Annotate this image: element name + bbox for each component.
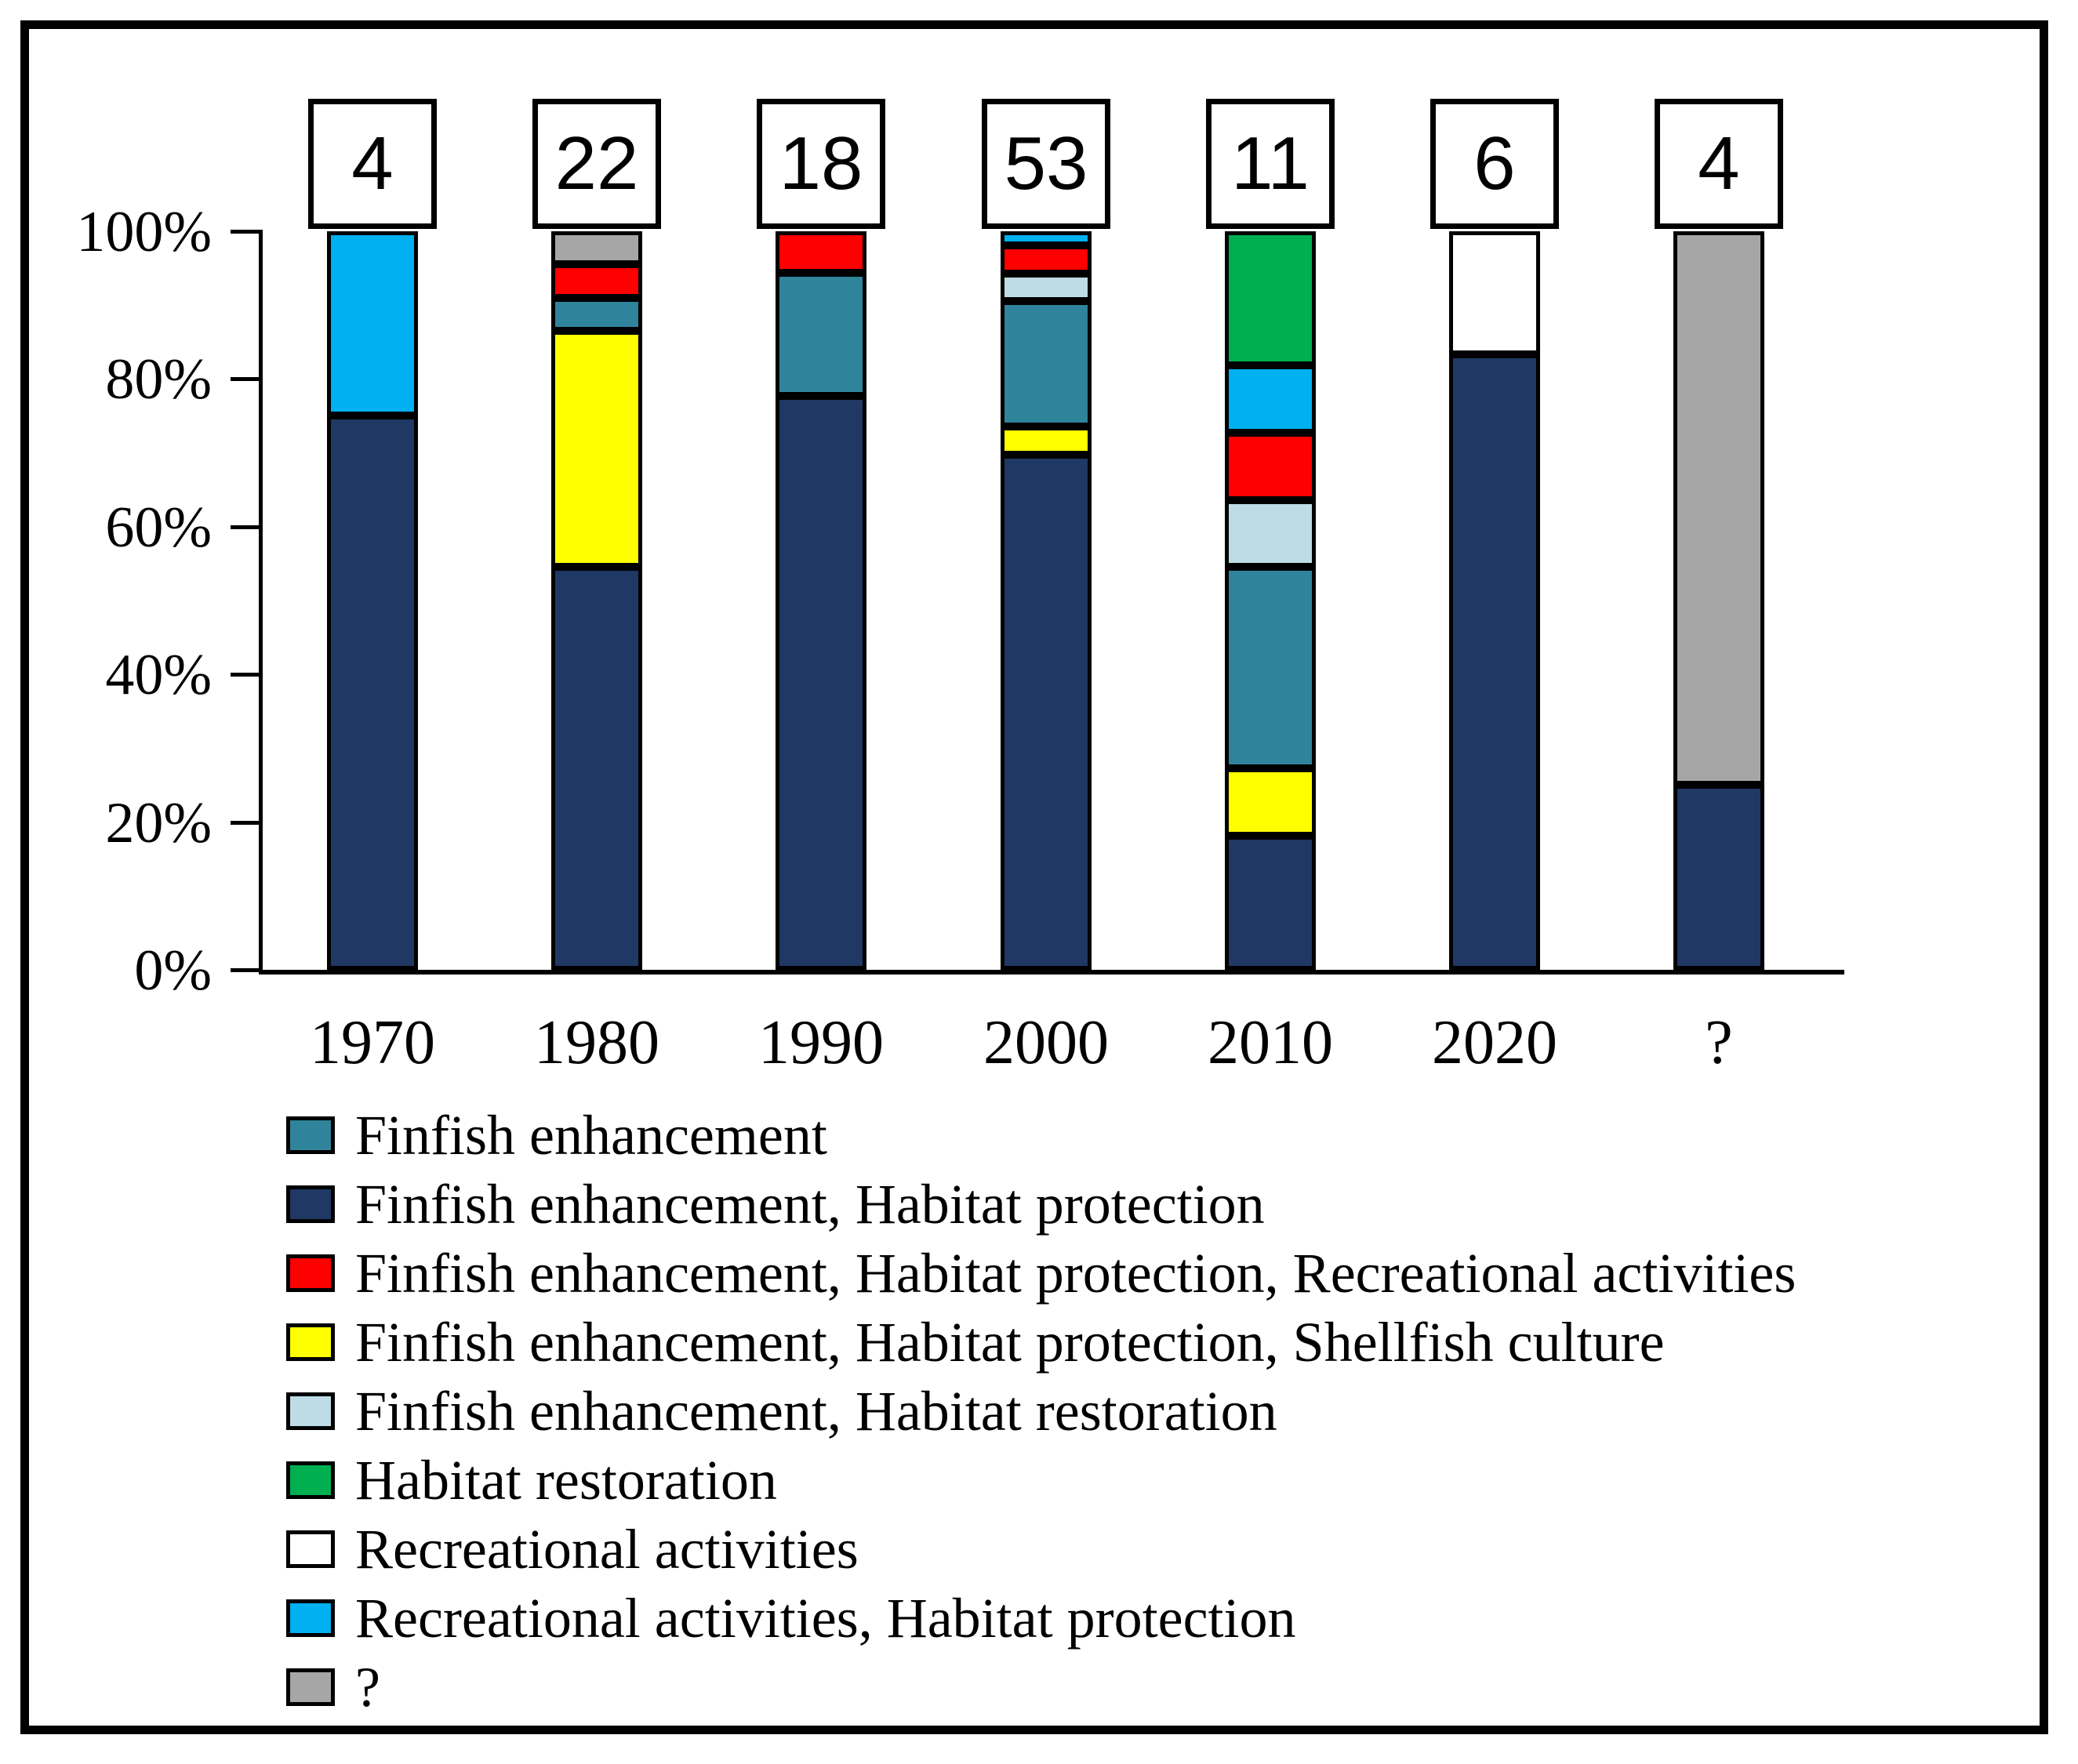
- y-axis-label: 0%: [134, 938, 212, 1003]
- legend-swatch: [286, 1323, 335, 1361]
- bar-segment: [1225, 768, 1316, 836]
- legend-item: Recreational activities, Habitat protect…: [286, 1584, 1296, 1653]
- legend-item: Finfish enhancement: [286, 1101, 827, 1170]
- x-axis-label: 1990: [758, 1008, 884, 1077]
- bar-segment: [1673, 231, 1764, 785]
- y-axis-line: [259, 231, 263, 975]
- y-axis-label: 80%: [105, 347, 212, 412]
- bar-2000: [1001, 231, 1092, 970]
- y-axis-tick: [231, 821, 263, 825]
- legend-swatch: [286, 1668, 335, 1706]
- y-axis-tick: [231, 230, 263, 234]
- x-axis-label: 2010: [1208, 1008, 1333, 1077]
- bar-segment: [1001, 245, 1092, 274]
- bar-segment: [327, 231, 418, 416]
- x-axis-label: 2000: [983, 1008, 1109, 1077]
- bar-segment: [551, 298, 642, 331]
- sample-count-box: 53: [982, 99, 1110, 229]
- sample-count-box: 4: [308, 99, 437, 229]
- bar-segment: [1225, 433, 1316, 500]
- y-axis-tick: [231, 968, 263, 972]
- bar-segment: [1225, 500, 1316, 567]
- legend-swatch: [286, 1116, 335, 1154]
- bar-segment: [1001, 231, 1092, 245]
- sample-count-box: 6: [1430, 99, 1559, 229]
- bar-1990: [776, 231, 866, 970]
- legend-label: ?: [355, 1656, 380, 1719]
- bar-segment: [1449, 231, 1540, 354]
- sample-count-box: 4: [1655, 99, 1783, 229]
- legend-swatch: [286, 1185, 335, 1223]
- legend-label: Finfish enhancement, Habitat protection,…: [355, 1242, 1796, 1305]
- legend-swatch: [286, 1530, 335, 1568]
- bar-segment: [1225, 836, 1316, 970]
- legend-label: Finfish enhancement, Habitat restoration: [355, 1380, 1277, 1443]
- bar-1980: [551, 231, 642, 970]
- bar-segment: [551, 264, 642, 298]
- bar-segment: [1001, 455, 1092, 970]
- legend-swatch: [286, 1392, 335, 1430]
- legend-label: Finfish enhancement: [355, 1104, 827, 1167]
- legend-label: Finfish enhancement, Habitat protection,…: [355, 1311, 1665, 1374]
- y-axis-label: 40%: [105, 643, 212, 707]
- bar-segment: [1449, 354, 1540, 970]
- y-axis-tick: [231, 377, 263, 381]
- bar-segment: [1673, 785, 1764, 970]
- legend-label: Recreational activities: [355, 1518, 859, 1581]
- bar-segment: [1225, 567, 1316, 768]
- y-axis-tick: [231, 525, 263, 529]
- legend-item: Finfish enhancement, Habitat protection,…: [286, 1239, 1796, 1308]
- bar-2010: [1225, 231, 1316, 970]
- bar-segment: [551, 231, 642, 264]
- legend-label: Recreational activities, Habitat protect…: [355, 1587, 1296, 1650]
- bar-2020: [1449, 231, 1540, 970]
- bar-segment: [1001, 426, 1092, 455]
- bar-segment: [1001, 301, 1092, 426]
- legend-swatch: [286, 1461, 335, 1499]
- sample-count-box: 18: [757, 99, 885, 229]
- y-axis-label: 100%: [76, 200, 212, 264]
- bar-segment: [1225, 231, 1316, 365]
- legend-label: Habitat restoration: [355, 1449, 777, 1512]
- bar-1970: [327, 231, 418, 970]
- legend-item: Finfish enhancement, Habitat protection: [286, 1170, 1265, 1239]
- legend-label: Finfish enhancement, Habitat protection: [355, 1173, 1265, 1236]
- legend-item: ?: [286, 1653, 380, 1722]
- bar-segment: [327, 416, 418, 970]
- bar-unknown: [1673, 231, 1764, 970]
- legend-swatch: [286, 1599, 335, 1637]
- x-axis-line: [259, 970, 1844, 975]
- sample-count-box: 22: [532, 99, 661, 229]
- bar-segment: [776, 396, 866, 970]
- x-axis-label: 2020: [1432, 1008, 1557, 1077]
- bar-segment: [551, 331, 642, 567]
- legend-item: Finfish enhancement, Habitat restoration: [286, 1377, 1277, 1446]
- bar-segment: [776, 273, 866, 396]
- bar-segment: [776, 231, 866, 273]
- legend-item: Finfish enhancement, Habitat protection,…: [286, 1308, 1665, 1377]
- x-axis-label: 1980: [534, 1008, 659, 1077]
- y-axis-label: 60%: [105, 495, 212, 560]
- x-axis-label: ?: [1705, 1008, 1733, 1077]
- legend-item: Recreational activities: [286, 1515, 859, 1584]
- legend-swatch: [286, 1254, 335, 1292]
- x-axis-label: 1970: [310, 1008, 435, 1077]
- bar-segment: [1001, 274, 1092, 301]
- bar-segment: [551, 567, 642, 970]
- sample-count-box: 11: [1206, 99, 1335, 229]
- y-axis-tick: [231, 673, 263, 677]
- bar-segment: [1225, 365, 1316, 433]
- legend-item: Habitat restoration: [286, 1446, 777, 1515]
- y-axis-label: 20%: [105, 791, 212, 855]
